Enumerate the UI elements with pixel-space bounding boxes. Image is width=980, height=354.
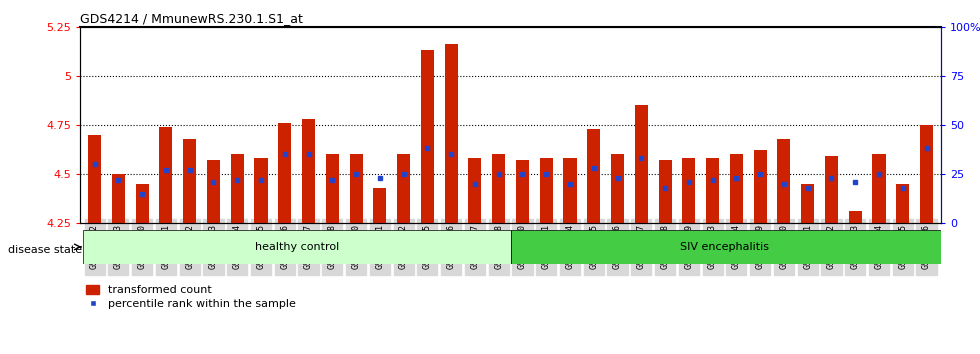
Bar [659,160,671,223]
Bar [730,154,743,223]
Bar [135,184,149,223]
Bar [325,154,339,223]
Bar [635,105,648,223]
Bar [112,174,124,223]
Text: GDS4214 / MmunewRS.230.1.S1_at: GDS4214 / MmunewRS.230.1.S1_at [80,12,303,25]
Text: disease state: disease state [8,245,82,255]
Legend: transformed count, percentile rank within the sample: transformed count, percentile rank withi… [86,285,296,309]
Bar [611,154,624,223]
Bar [183,138,196,223]
Bar [897,184,909,223]
Bar [682,158,696,223]
Bar [825,156,838,223]
Bar [777,138,791,223]
Bar [872,154,886,223]
Bar [350,154,363,223]
Bar [540,158,553,223]
Bar [754,150,766,223]
Bar [515,160,529,223]
Bar [420,50,434,223]
Bar [587,129,601,223]
Bar [302,119,316,223]
Bar [802,184,814,223]
Bar [564,158,576,223]
Bar [207,160,220,223]
Bar [278,123,291,223]
Bar [397,154,411,223]
Bar [230,154,244,223]
Bar [849,211,861,223]
Bar [255,158,268,223]
Text: SIV encephalitis: SIV encephalitis [680,242,769,252]
Bar [88,135,101,223]
Bar [445,44,458,223]
Bar [160,127,172,223]
Bar [511,230,941,264]
Bar [492,154,506,223]
Bar [373,188,386,223]
Bar [706,158,719,223]
Bar [468,158,481,223]
Text: healthy control: healthy control [255,242,339,252]
Bar [920,125,933,223]
Bar [82,230,511,264]
